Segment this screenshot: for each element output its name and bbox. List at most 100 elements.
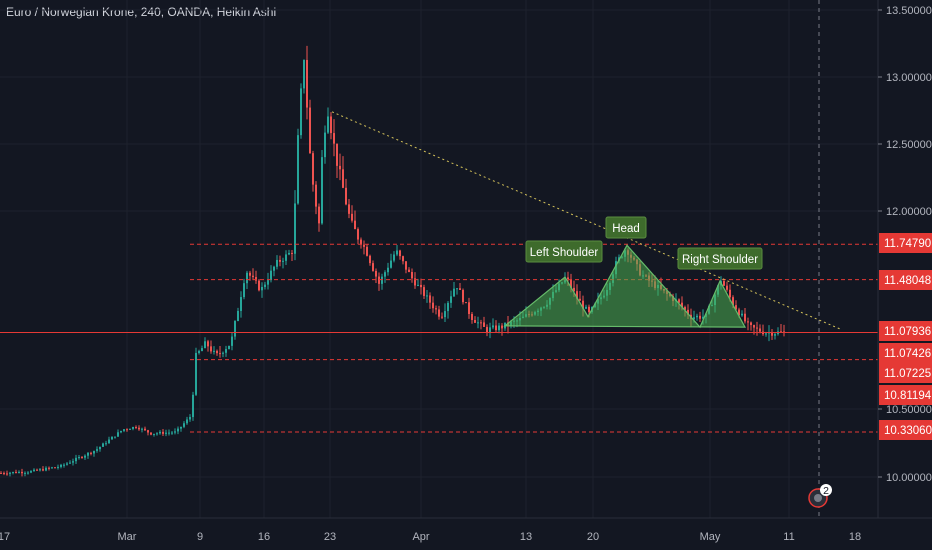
candle-body (243, 283, 245, 298)
candle-body (168, 432, 170, 434)
candle-body (123, 429, 125, 431)
candle-body (165, 432, 167, 434)
candle-body (747, 321, 749, 323)
candle-body (375, 270, 377, 277)
candle-body (696, 315, 698, 318)
candle-body (147, 430, 149, 433)
price-axis-label: 12.00000 (886, 206, 932, 218)
candle-body (150, 432, 152, 435)
candle-body (171, 432, 173, 434)
candle-body (570, 279, 572, 288)
candle-body (402, 256, 404, 262)
candle-body (369, 255, 371, 264)
candle-body (465, 302, 467, 304)
candle-body (105, 443, 107, 445)
candle-body (372, 263, 374, 271)
candle-body (735, 305, 737, 310)
candle-body (780, 331, 782, 333)
price-level-tag (879, 385, 932, 405)
candle-body (738, 309, 740, 316)
candle-body (258, 280, 260, 291)
candle-body (126, 429, 128, 431)
candle-body (21, 471, 23, 474)
candle-body (471, 314, 473, 320)
candle-body (366, 246, 368, 256)
candle-body (3, 472, 5, 474)
candle-body (90, 452, 92, 454)
candle-body (84, 455, 86, 458)
candle-body (303, 59, 305, 89)
candle-body (345, 187, 347, 205)
candle-body (483, 322, 485, 327)
candle-body (297, 135, 299, 204)
candle-body (249, 272, 251, 276)
candle-body (576, 291, 578, 299)
candle-body (582, 300, 584, 309)
candle-body (447, 302, 449, 312)
candle-body (765, 333, 767, 335)
candle-body (351, 213, 353, 221)
candle-body (0, 472, 2, 474)
candle-body (198, 351, 200, 353)
candle-body (267, 280, 269, 285)
candle-body (699, 315, 701, 319)
time-axis-label: 11 (783, 531, 794, 543)
head-shoulders-pattern (503, 244, 747, 329)
candle-body (384, 272, 386, 277)
candle-body (255, 277, 257, 281)
candle-body (234, 320, 236, 337)
candle-body (195, 352, 197, 395)
candle-body (393, 254, 395, 261)
candle-body (30, 471, 32, 473)
price-axis-label: 10.00000 (886, 472, 932, 484)
candle-body (324, 132, 326, 158)
candle-body (411, 271, 413, 279)
time-axis-label: 20 (587, 531, 599, 543)
price-level-tag (879, 420, 932, 440)
candle-body (771, 332, 773, 336)
candle-body (408, 269, 410, 272)
candle-body (270, 270, 272, 281)
candle-body (417, 284, 419, 286)
candle-body (573, 287, 575, 292)
candle-body (192, 394, 194, 418)
candle-body (474, 319, 476, 323)
price-level-tag-label: 11.74790 (884, 238, 931, 250)
time-axis-label: 13 (520, 531, 532, 543)
candle-body (204, 341, 206, 349)
event-icon (814, 494, 822, 502)
price-axis-label: 13.00000 (886, 72, 932, 84)
candle-body (441, 316, 443, 318)
candle-body (468, 302, 470, 315)
candle-body (186, 419, 188, 424)
candle-body (429, 295, 431, 303)
candle-body (309, 107, 311, 154)
candle-body (495, 325, 497, 331)
candle-body (489, 327, 491, 333)
candle-body (129, 428, 131, 430)
candle-body (138, 427, 140, 430)
time-axis-label: 16 (258, 531, 270, 543)
candle-body (588, 306, 590, 313)
candle-body (678, 299, 680, 303)
candle-body (228, 345, 230, 350)
candle-body (54, 467, 56, 469)
candle-body (378, 276, 380, 284)
candle-body (759, 328, 761, 332)
candle-body (57, 466, 59, 468)
candle-body (201, 348, 203, 352)
annotation-label-0: Left Shoulder (530, 247, 599, 259)
candle-body (183, 423, 185, 427)
candle-body (450, 296, 452, 303)
candle-body (237, 310, 239, 321)
price-level-tag-label: 11.07936 (884, 326, 931, 338)
price-level-tag (879, 363, 932, 383)
candle-body (360, 239, 362, 245)
candle-body (276, 259, 278, 267)
candle-body (729, 289, 731, 298)
price-level-tag (879, 321, 932, 341)
time-axis-label: May (700, 531, 721, 543)
price-axis-label: 12.50000 (886, 139, 932, 151)
candle-body (396, 250, 398, 255)
